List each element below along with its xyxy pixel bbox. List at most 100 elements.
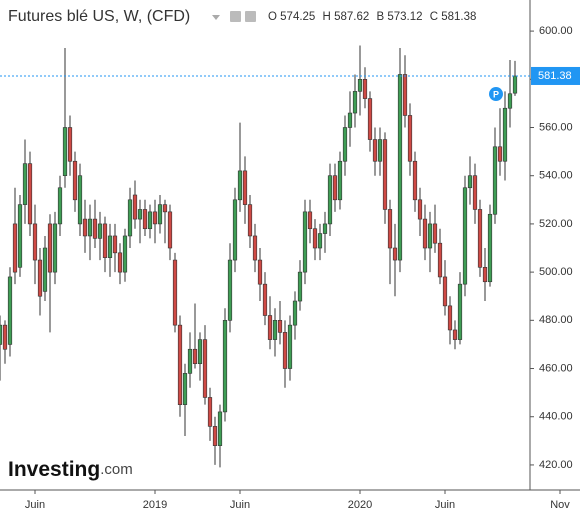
candle-body <box>412 160 418 201</box>
candle-body <box>512 75 518 94</box>
x-tick-label: Juin <box>25 499 45 511</box>
candle-body <box>37 259 43 297</box>
candle-body <box>47 223 53 273</box>
candle-body <box>237 170 243 201</box>
candle-body <box>97 223 103 239</box>
dropdown-icon[interactable] <box>212 15 220 20</box>
candle-body <box>222 320 228 413</box>
candle-body <box>367 98 373 140</box>
plot-area <box>0 45 518 468</box>
candle-body <box>487 213 493 283</box>
y-tick-label: 420.00 <box>539 459 573 471</box>
candle-body <box>462 187 468 285</box>
candle-body <box>122 235 128 273</box>
chart-title: Futures blé US, W, (CFD) <box>8 8 190 25</box>
candle-body <box>117 252 123 273</box>
candle-body <box>162 204 168 213</box>
candle-body <box>302 211 308 273</box>
candle-body <box>402 74 408 116</box>
y-tick-label: 520.00 <box>539 218 573 230</box>
y-tick-label: 560.00 <box>539 121 573 133</box>
header-bg <box>0 2 455 30</box>
x-tick-label: Juin <box>435 499 455 511</box>
candle-body <box>62 127 68 177</box>
y-tick-label: 500.00 <box>539 266 573 278</box>
candle-body <box>407 115 413 162</box>
candle-body <box>42 247 48 292</box>
y-tick-label: 460.00 <box>539 362 573 374</box>
candle-body <box>397 74 403 261</box>
last-price-label: 581.38 <box>538 70 572 82</box>
candle-body <box>342 127 348 162</box>
candle-body <box>337 160 343 201</box>
candle-body <box>327 175 333 225</box>
candle-body <box>312 228 318 249</box>
candle-body <box>147 211 153 230</box>
candle-body <box>192 348 198 365</box>
candle-body <box>202 339 208 398</box>
y-tick-label: 480.00 <box>539 314 573 326</box>
candle-body <box>477 209 483 268</box>
candle-body <box>227 259 233 321</box>
candle-body <box>482 266 488 283</box>
candle-body <box>377 139 383 162</box>
candle-body <box>167 211 173 249</box>
y-tick-label: 540.00 <box>539 170 573 182</box>
candle-body <box>182 373 188 405</box>
ohlc-label: O <box>268 11 277 23</box>
settings-icon[interactable] <box>245 11 256 22</box>
candle-body <box>457 283 463 340</box>
ohlc-value: 574.25 <box>280 11 315 23</box>
candle-body <box>417 199 423 220</box>
ohlc-label: B <box>376 11 384 23</box>
candle-body <box>242 170 248 205</box>
candle-body <box>352 91 358 114</box>
candle-body <box>442 276 448 307</box>
candle-body <box>157 204 163 225</box>
ohlc-value: 573.12 <box>387 11 422 23</box>
ohlc-label: C <box>430 11 438 23</box>
candle-body <box>152 211 158 225</box>
candle-body <box>362 78 368 99</box>
candle-body <box>277 320 283 333</box>
candle-body <box>252 235 258 261</box>
x-tick-label: Nov <box>550 499 570 511</box>
x-tick-label: 2019 <box>143 499 167 511</box>
candle-body <box>177 324 183 405</box>
candle-body <box>357 78 363 92</box>
candle-body <box>452 329 458 340</box>
candle-body <box>17 204 23 268</box>
x-tick-label: 2020 <box>348 499 372 511</box>
candle-body <box>447 305 453 331</box>
candle-body <box>382 139 388 210</box>
ohlc-label: H <box>323 11 331 23</box>
candle-body <box>297 271 303 302</box>
candle-body <box>107 235 113 258</box>
candle-body <box>287 324 293 369</box>
candle-body <box>217 411 223 446</box>
x-tick-label: Juin <box>230 499 250 511</box>
candle-body <box>67 127 73 162</box>
candle-body <box>132 194 138 220</box>
candle-body <box>422 218 428 249</box>
candle-body <box>262 283 268 316</box>
ohlc-readout: O 574.25 H 587.62 B 573.12 C 581.38 <box>268 11 476 23</box>
candle-body <box>32 223 38 261</box>
candle-body <box>212 426 218 446</box>
candle-body <box>112 235 118 254</box>
candle-body <box>2 324 8 350</box>
candle-body <box>332 175 338 201</box>
candle-body <box>317 233 323 249</box>
candle-body <box>52 223 58 273</box>
candle-body <box>432 223 438 244</box>
candle-body <box>87 218 93 237</box>
candle-body <box>197 339 203 365</box>
eye-icon[interactable] <box>230 11 241 22</box>
candle-body <box>247 204 253 237</box>
candle-body <box>372 139 378 162</box>
candle-body <box>172 259 178 326</box>
last-price-tag <box>531 66 580 85</box>
candle-body <box>272 320 278 340</box>
candle-body <box>492 146 498 215</box>
